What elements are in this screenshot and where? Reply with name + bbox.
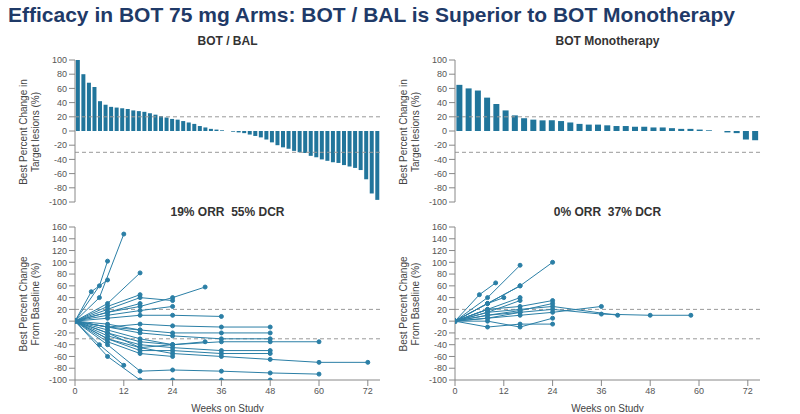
svg-text:-80: -80 bbox=[434, 183, 447, 193]
svg-text:0: 0 bbox=[72, 386, 77, 396]
svg-text:0: 0 bbox=[442, 126, 447, 136]
svg-text:-20: -20 bbox=[434, 140, 447, 150]
svg-text:-80: -80 bbox=[54, 183, 67, 193]
svg-text:100: 100 bbox=[52, 55, 67, 65]
svg-text:60: 60 bbox=[314, 386, 324, 396]
svg-text:-40: -40 bbox=[54, 155, 67, 165]
html-text:BOT / BAL: BOT / BAL bbox=[197, 34, 258, 48]
svg-text:100: 100 bbox=[432, 258, 447, 268]
svg-text:0: 0 bbox=[442, 316, 447, 326]
svg-text:0: 0 bbox=[62, 316, 67, 326]
svg-text:20: 20 bbox=[437, 112, 447, 122]
svg-text:24: 24 bbox=[168, 386, 178, 396]
svg-text:80: 80 bbox=[57, 69, 67, 79]
html-text:Efficacy in BOT 75 mg Arms: BO: Efficacy in BOT 75 mg Arms: BOT / BAL is… bbox=[8, 3, 735, 26]
svg-text:60: 60 bbox=[437, 84, 447, 94]
svg-text:-100: -100 bbox=[49, 197, 67, 207]
svg-text:72: 72 bbox=[363, 386, 373, 396]
html-text:Best Percent Change in Target: Best Percent Change in Target lesions (%… bbox=[18, 79, 41, 185]
svg-text:-60: -60 bbox=[434, 169, 447, 179]
svg-text:-60: -60 bbox=[54, 169, 67, 179]
svg-text:-60: -60 bbox=[54, 352, 67, 362]
svg-text:-100: -100 bbox=[49, 375, 67, 385]
svg-text:24: 24 bbox=[548, 386, 558, 396]
html-text:0% ORR 37% DCR: 0% ORR 37% DCR bbox=[553, 205, 662, 219]
svg-text:-20: -20 bbox=[434, 328, 447, 338]
svg-text:-80: -80 bbox=[434, 363, 447, 373]
svg-text:-60: -60 bbox=[434, 352, 447, 362]
svg-text:40: 40 bbox=[57, 293, 67, 303]
svg-text:80: 80 bbox=[437, 69, 447, 79]
svg-text:140: 140 bbox=[432, 234, 447, 244]
svg-text:-100: -100 bbox=[429, 375, 447, 385]
svg-text:60: 60 bbox=[57, 84, 67, 94]
svg-text:120: 120 bbox=[432, 246, 447, 256]
svg-text:Weeks on Study: Weeks on Study bbox=[571, 403, 644, 412]
svg-text:48: 48 bbox=[645, 386, 655, 396]
svg-text:72: 72 bbox=[743, 386, 753, 396]
svg-text:-40: -40 bbox=[434, 340, 447, 350]
svg-text:160: 160 bbox=[432, 222, 447, 232]
html-text:Best Percent Change From Basel: Best Percent Change From Baseline (%) bbox=[18, 256, 41, 352]
svg-text:-20: -20 bbox=[54, 328, 67, 338]
svg-text:40: 40 bbox=[57, 98, 67, 108]
svg-text:100: 100 bbox=[52, 258, 67, 268]
html-text:Best Percent Change in Target: Best Percent Change in Target lesions (%… bbox=[398, 79, 421, 185]
html-text:19% ORR 55% DCR: 19% ORR 55% DCR bbox=[170, 205, 285, 219]
html-text:BOT Monotherapy: BOT Monotherapy bbox=[555, 34, 660, 48]
svg-text:20: 20 bbox=[57, 305, 67, 315]
svg-text:-20: -20 bbox=[54, 140, 67, 150]
svg-text:36: 36 bbox=[596, 386, 606, 396]
svg-text:140: 140 bbox=[52, 234, 67, 244]
svg-text:12: 12 bbox=[119, 386, 129, 396]
svg-text:-40: -40 bbox=[54, 340, 67, 350]
svg-text:60: 60 bbox=[437, 281, 447, 291]
svg-text:160: 160 bbox=[52, 222, 67, 232]
svg-text:40: 40 bbox=[437, 98, 447, 108]
svg-text:0: 0 bbox=[62, 126, 67, 136]
svg-text:48: 48 bbox=[265, 386, 275, 396]
svg-text:36: 36 bbox=[216, 386, 226, 396]
svg-text:-40: -40 bbox=[434, 155, 447, 165]
svg-text:60: 60 bbox=[694, 386, 704, 396]
svg-text:20: 20 bbox=[57, 112, 67, 122]
svg-text:12: 12 bbox=[499, 386, 509, 396]
svg-text:0: 0 bbox=[452, 386, 457, 396]
svg-text:100: 100 bbox=[432, 55, 447, 65]
svg-text:80: 80 bbox=[437, 269, 447, 279]
html-text:Best Percent Change From Basel: Best Percent Change From Baseline (%) bbox=[398, 256, 421, 352]
svg-text:60: 60 bbox=[57, 281, 67, 291]
svg-text:40: 40 bbox=[437, 293, 447, 303]
svg-text:20: 20 bbox=[437, 305, 447, 315]
svg-text:80: 80 bbox=[57, 269, 67, 279]
svg-text:-80: -80 bbox=[54, 363, 67, 373]
svg-text:-100: -100 bbox=[429, 197, 447, 207]
svg-text:Weeks on Study: Weeks on Study bbox=[191, 403, 264, 412]
svg-text:120: 120 bbox=[52, 246, 67, 256]
